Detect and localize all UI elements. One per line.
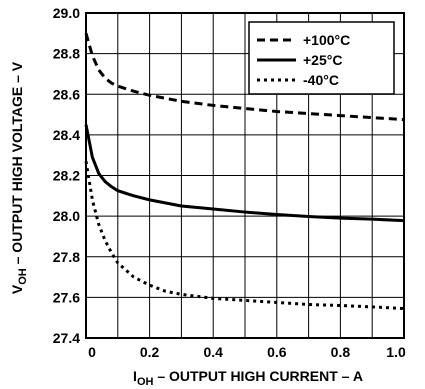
x-tick-label: 0 [88, 344, 96, 360]
legend-label-25c: +25°C [303, 52, 342, 68]
y-tick-label: 28.6 [53, 86, 80, 102]
series-line-2 [84, 161, 405, 311]
y-tick-label: 27.6 [53, 289, 80, 305]
x-tick-label: 1.0 [386, 344, 406, 360]
series-line-0 [84, 32, 405, 122]
legend-label-m40c: -40°C [303, 72, 339, 88]
plot-frame [85, 12, 405, 339]
series-line-1 [84, 124, 405, 223]
x-tick-label: 0.4 [203, 344, 223, 360]
x-tick-label: 0.2 [140, 344, 160, 360]
y-tick-label: 28.8 [53, 46, 80, 62]
x-tick-label: 0.8 [331, 344, 351, 360]
legend-label-100c: +100°C [303, 32, 350, 48]
y-tick-label: 28.2 [53, 168, 80, 184]
y-tick-label: 27.8 [53, 249, 80, 265]
y-tick-label: 29.0 [53, 5, 80, 21]
tick-labels: 0 0.2 0.4 0.6 0.8 1.0 27.4 27.6 27.8 28.0 28.2 28.4… [53, 5, 406, 360]
legend-box [248, 21, 395, 95]
y-tick-label: 28.0 [53, 208, 80, 224]
legend: +100°C +25°C -40°C [248, 21, 395, 95]
x-tick-label: 0.6 [267, 344, 287, 360]
y-tick-label: 27.4 [53, 330, 80, 346]
y-axis-label: VOH – OUTPUT HIGH VOLTAGE – V [9, 61, 29, 294]
series-layer [84, 32, 405, 311]
y-tick-label: 28.4 [53, 127, 80, 143]
x-axis-label: IOH – OUTPUT HIGH CURRENT – A [133, 368, 363, 388]
